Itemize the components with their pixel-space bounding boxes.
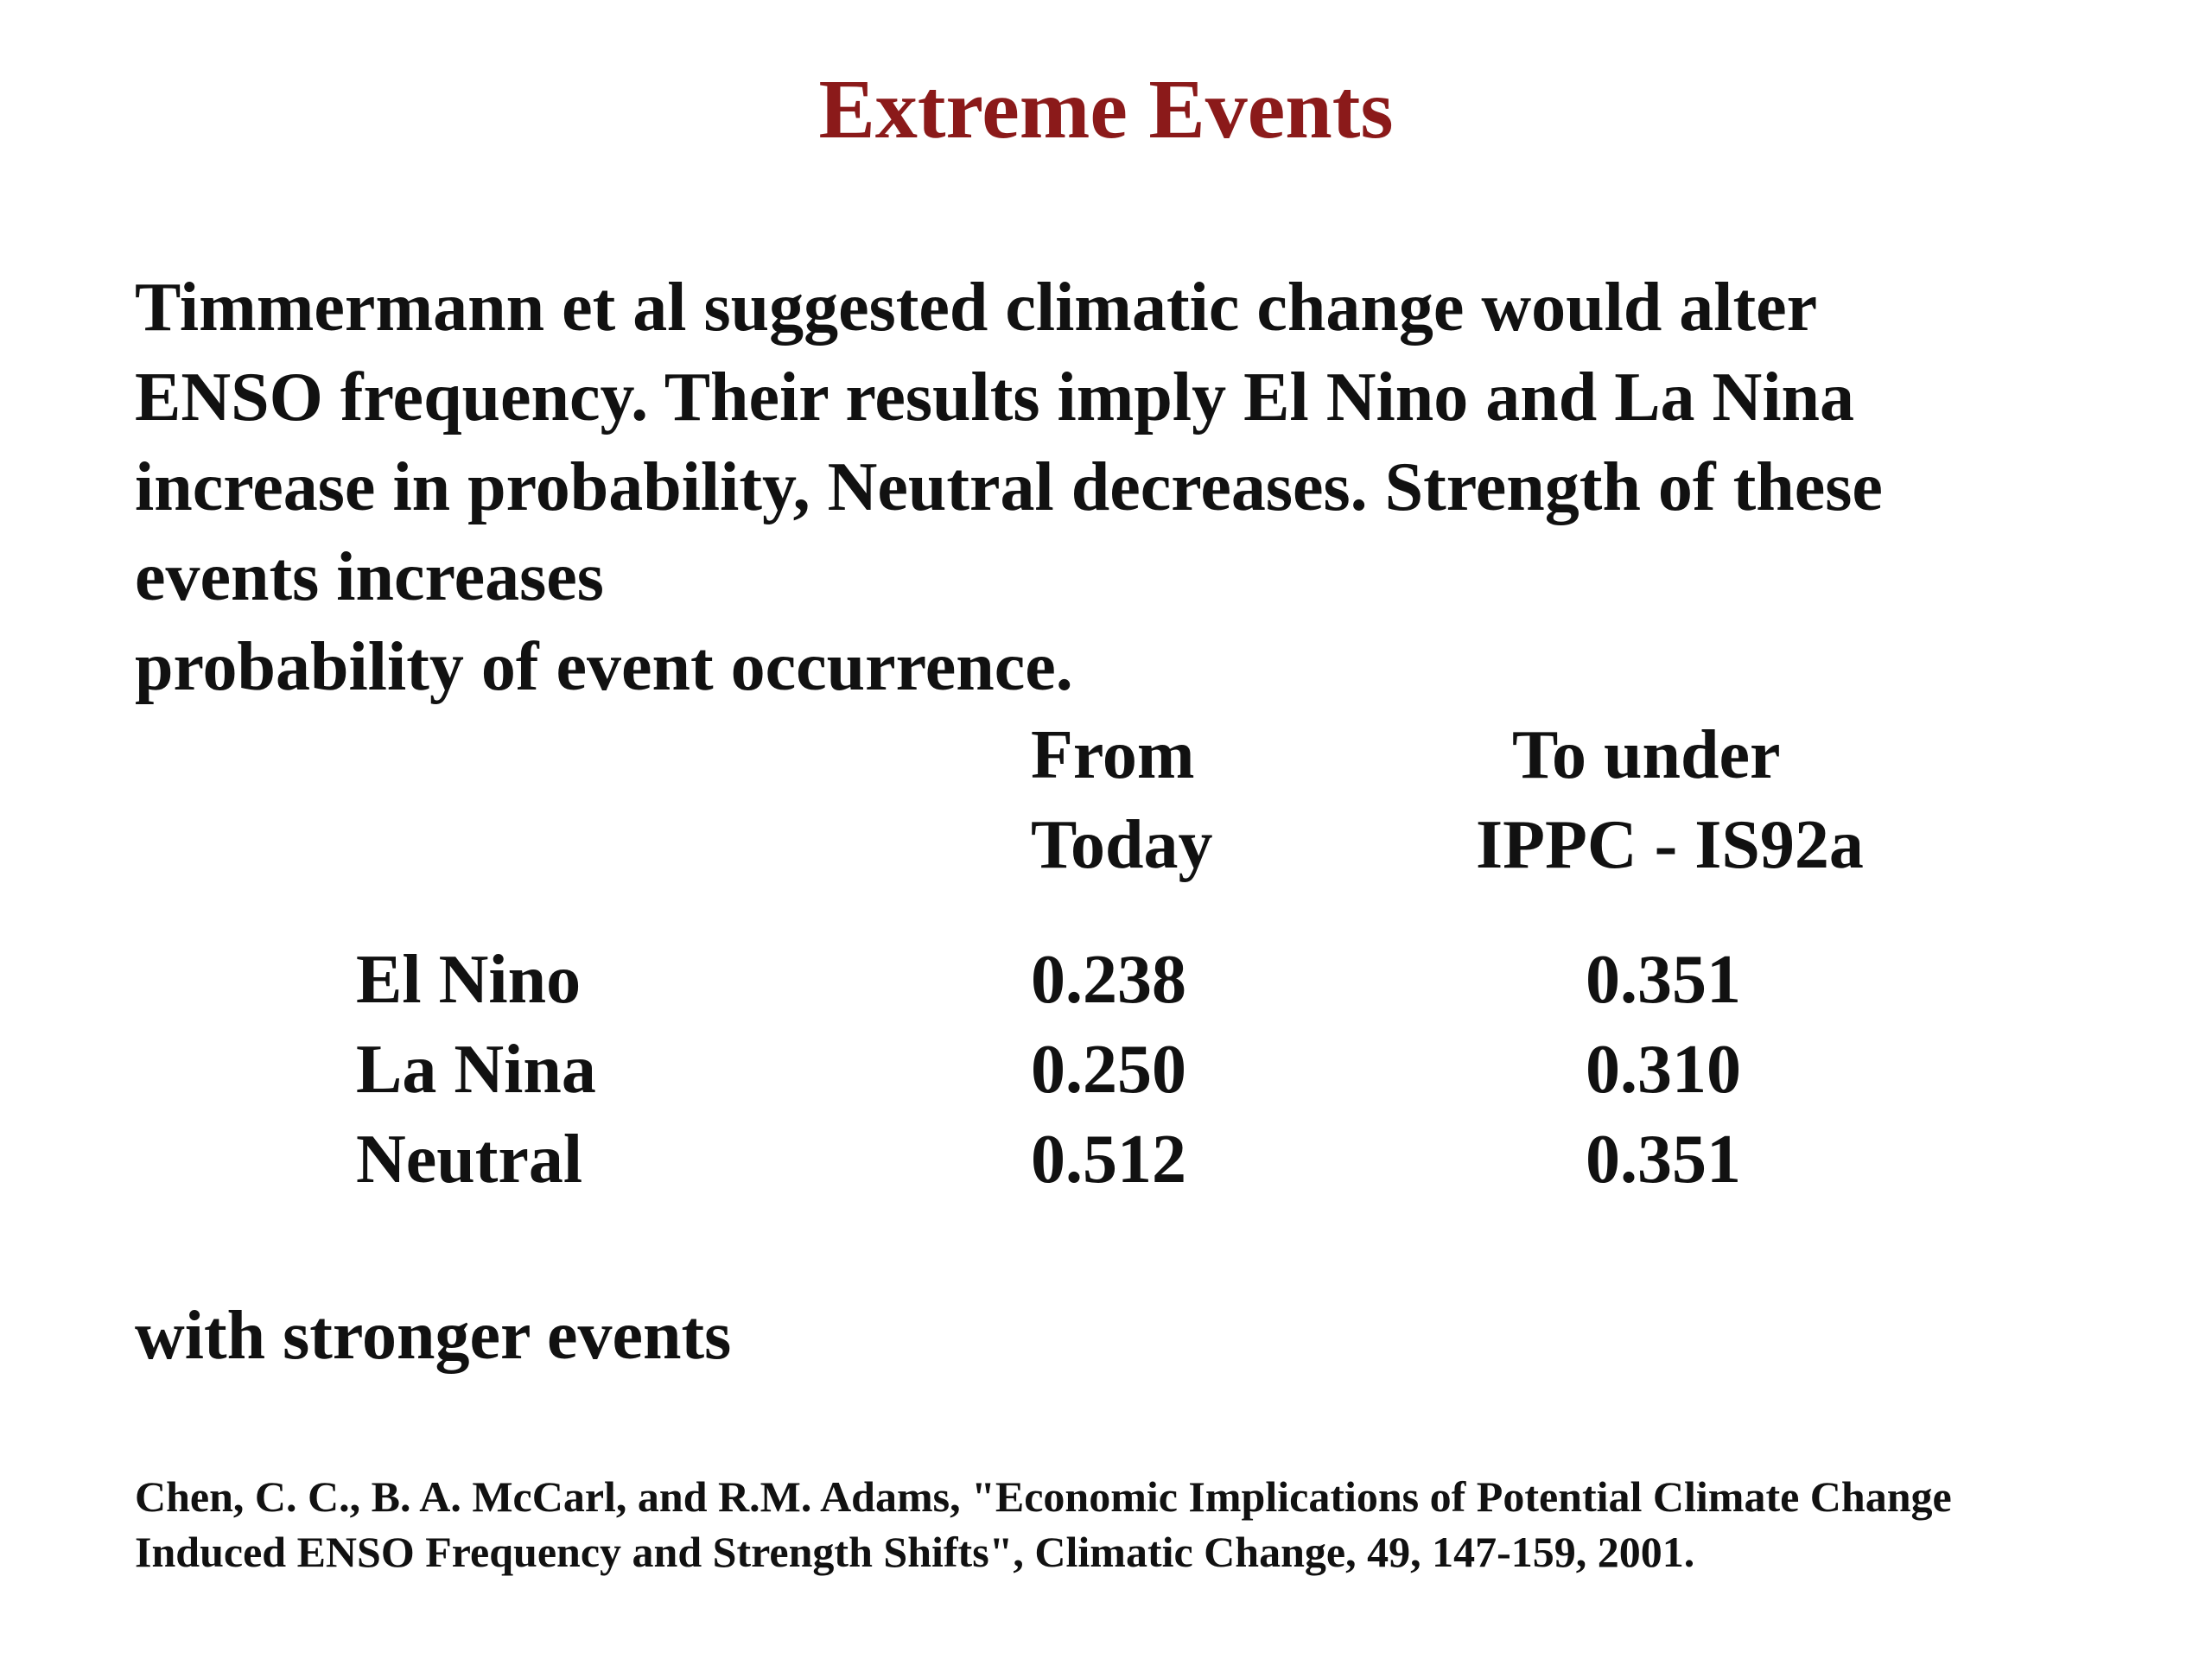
row-today-value: 0.512 <box>1031 1122 1186 1198</box>
row-future-value: 0.310 <box>1586 1032 1741 1108</box>
header-future-line-2: IPPC - IS92a <box>1476 807 1864 883</box>
row-today-value: 0.238 <box>1031 942 1186 1018</box>
row-today-value: 0.250 <box>1031 1032 1186 1108</box>
header-today-line-2: Today <box>1031 807 1213 883</box>
row-future-value: 0.351 <box>1586 1122 1741 1198</box>
row-label: El Nino <box>356 942 582 1018</box>
header-future-line-1: To under <box>1512 717 1781 793</box>
citation-line-1: Chen, C. C., B. A. McCarl, and R.M. Adam… <box>135 1472 1952 1521</box>
paragraph-line-2: ENSO frequency. Their results imply El N… <box>135 359 1855 435</box>
paragraph-line-1: Timmermann et al suggested climatic chan… <box>135 270 1818 346</box>
paragraph-line-4: events increases <box>135 539 604 615</box>
row-label: Neutral <box>356 1122 583 1198</box>
paragraph-line-3: increase in probability, Neutral decreas… <box>135 449 1883 525</box>
closing-text: with stronger events <box>135 1298 732 1374</box>
paragraph-line-5: probability of event occurrence. <box>135 629 1073 705</box>
slide-title: Extreme Events <box>818 63 1394 156</box>
row-label: La Nina <box>356 1032 596 1108</box>
row-future-value: 0.351 <box>1586 942 1741 1018</box>
citation-line-2: Induced ENSO Frequency and Strength Shif… <box>135 1528 1695 1576</box>
header-today-line-1: From <box>1031 717 1195 793</box>
